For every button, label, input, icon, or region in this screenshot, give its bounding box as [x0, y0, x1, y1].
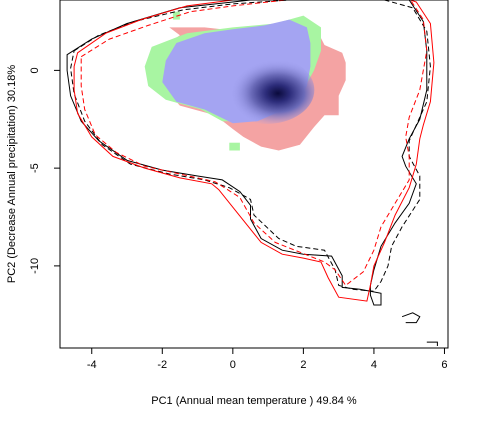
x-tick-label-5: 6 — [441, 359, 447, 371]
plot-frame — [59, 0, 449, 349]
y-axis: 0 -5 -10 — [29, 67, 60, 274]
env-boundary-env-b-line-dashed-1 — [70, 0, 431, 292]
x-tick-label-2: 0 — [230, 359, 236, 371]
x-tick-label-4: 4 — [371, 359, 377, 371]
x-tick-label-3: 2 — [300, 359, 306, 371]
density-core — [218, 55, 315, 124]
niche-region-niche-b-only-3 — [229, 142, 240, 151]
env-boundary-env-a-line-solid-2 — [73, 0, 435, 302]
x-tick-label-0: -4 — [87, 359, 97, 371]
y-axis-title: PC2 (Decrease Annual precipitation) 30.1… — [6, 65, 18, 284]
env-boundary-env-a-line-dashed-3 — [80, 0, 428, 287]
y-tick-label-1: -5 — [29, 163, 41, 173]
contour-fragment-1 — [426, 341, 438, 346]
niche-region-niche-b-only-2 — [172, 11, 180, 20]
contour-fragment-0 — [401, 312, 421, 324]
y-tick-label-2: -10 — [29, 258, 41, 274]
x-axis-title: PC1 (Annual mean temperature ) 49.84 % — [151, 395, 357, 407]
x-axis: -4 -2 0 2 4 6 — [87, 348, 448, 371]
x-tick-label-1: -2 — [157, 359, 167, 371]
plot-area — [66, 0, 438, 346]
y-tick-label-0: 0 — [29, 67, 41, 73]
env-boundary-env-b-line-solid-0 — [66, 0, 428, 306]
